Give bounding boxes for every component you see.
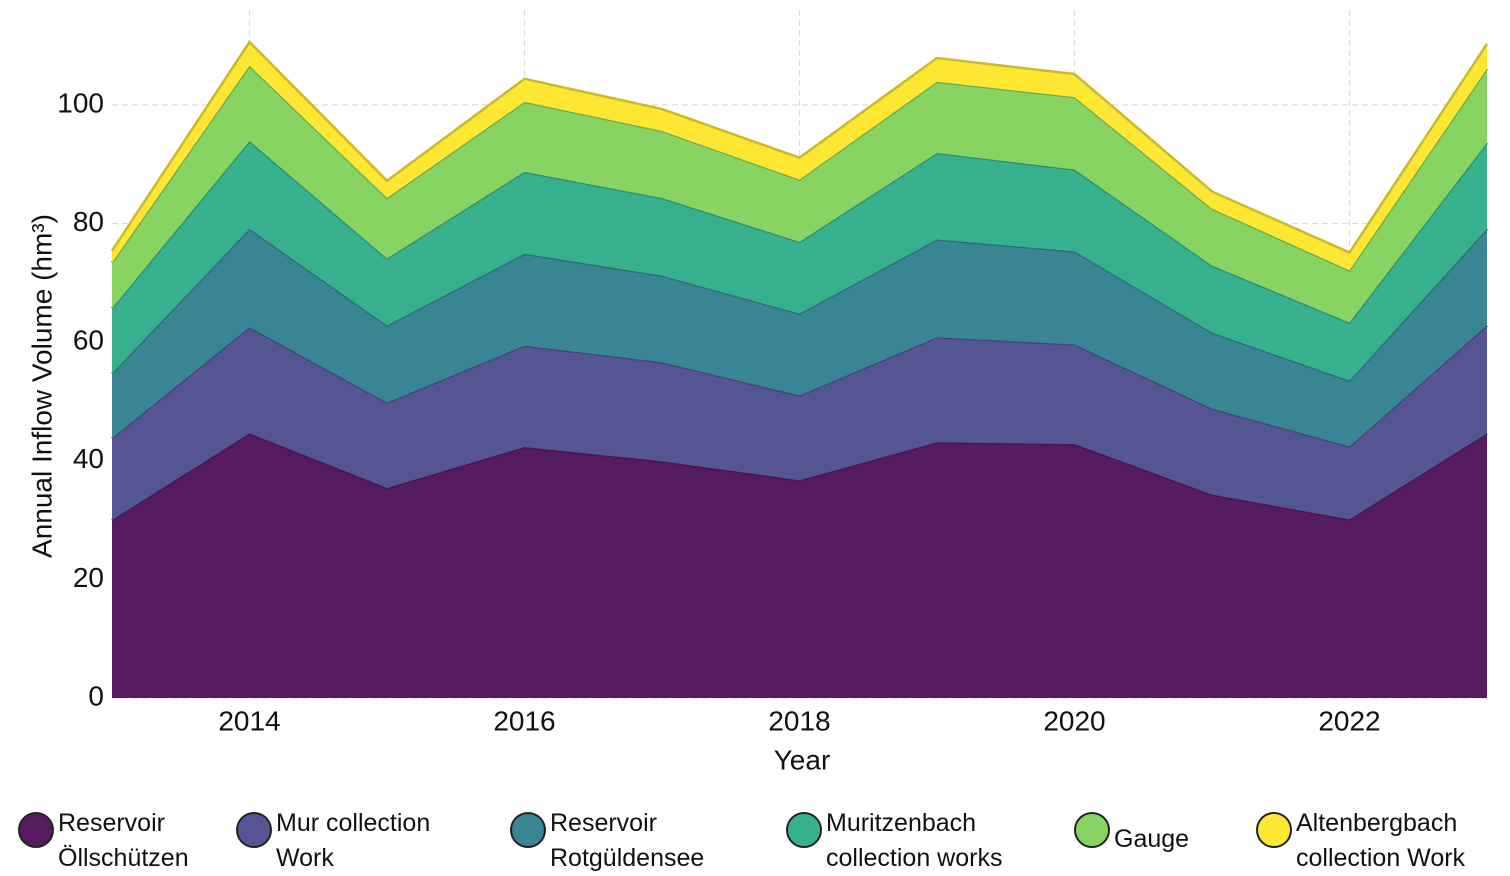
x-tick-label: 2018 [768, 705, 830, 736]
legend-item: Reservoir Öllschützen [18, 806, 258, 876]
x-tick-label: 2022 [1318, 705, 1380, 736]
legend-item: Mur collection Work [236, 806, 476, 876]
area [112, 433, 1487, 698]
legend-label: Reservoir Öllschützen [58, 809, 189, 872]
x-tick-label: 2020 [1043, 705, 1105, 736]
y-axis-label: Annual Inflow Volume (hm³) [26, 214, 57, 558]
area [112, 228, 1487, 447]
area-edge [110, 63, 1489, 272]
legend-label: Altenbergbach collection Work [1296, 809, 1466, 872]
area [112, 42, 1487, 271]
y-tick-label: 0 [88, 680, 104, 711]
legend-label: Reservoir Rotgüldensee [550, 809, 705, 872]
area-edge [110, 40, 1489, 255]
legend-swatch [1256, 812, 1292, 848]
x-tick-label: 2016 [493, 705, 555, 736]
x-axis-label: Year [774, 744, 831, 775]
chart: Year Annual Inflow Volume (hm³) 0 20 40 60 8… [26, 10, 1489, 775]
area [112, 65, 1487, 323]
y-tick-label: 60 [73, 325, 104, 356]
legend-label: Mur collection Work [276, 809, 431, 872]
legend-item: Muritzenbach collection works [786, 806, 1026, 876]
legend-swatch [236, 812, 272, 848]
y-tick-label: 80 [73, 206, 104, 237]
legend-item: Reservoir Rotgüldensee [510, 806, 750, 876]
legend-label: Gauge [1114, 825, 1190, 853]
legend-swatch [1074, 812, 1110, 848]
legend-item: Altenbergbach collection Work [1256, 806, 1496, 876]
area [112, 141, 1487, 381]
x-tick-label: 2014 [218, 705, 280, 736]
legend-swatch [18, 812, 54, 848]
legend-label: Muritzenbach collection works [826, 809, 1003, 872]
y-tick-label: 40 [73, 443, 104, 474]
legend: Reservoir Öllschützen Mur collection Work… [0, 800, 1510, 872]
legend-swatch [786, 812, 822, 848]
legend-item: Gauge [1074, 806, 1314, 857]
legend-swatch [510, 812, 546, 848]
y-tick-label: 100 [57, 87, 104, 118]
y-tick-label: 20 [73, 562, 104, 593]
